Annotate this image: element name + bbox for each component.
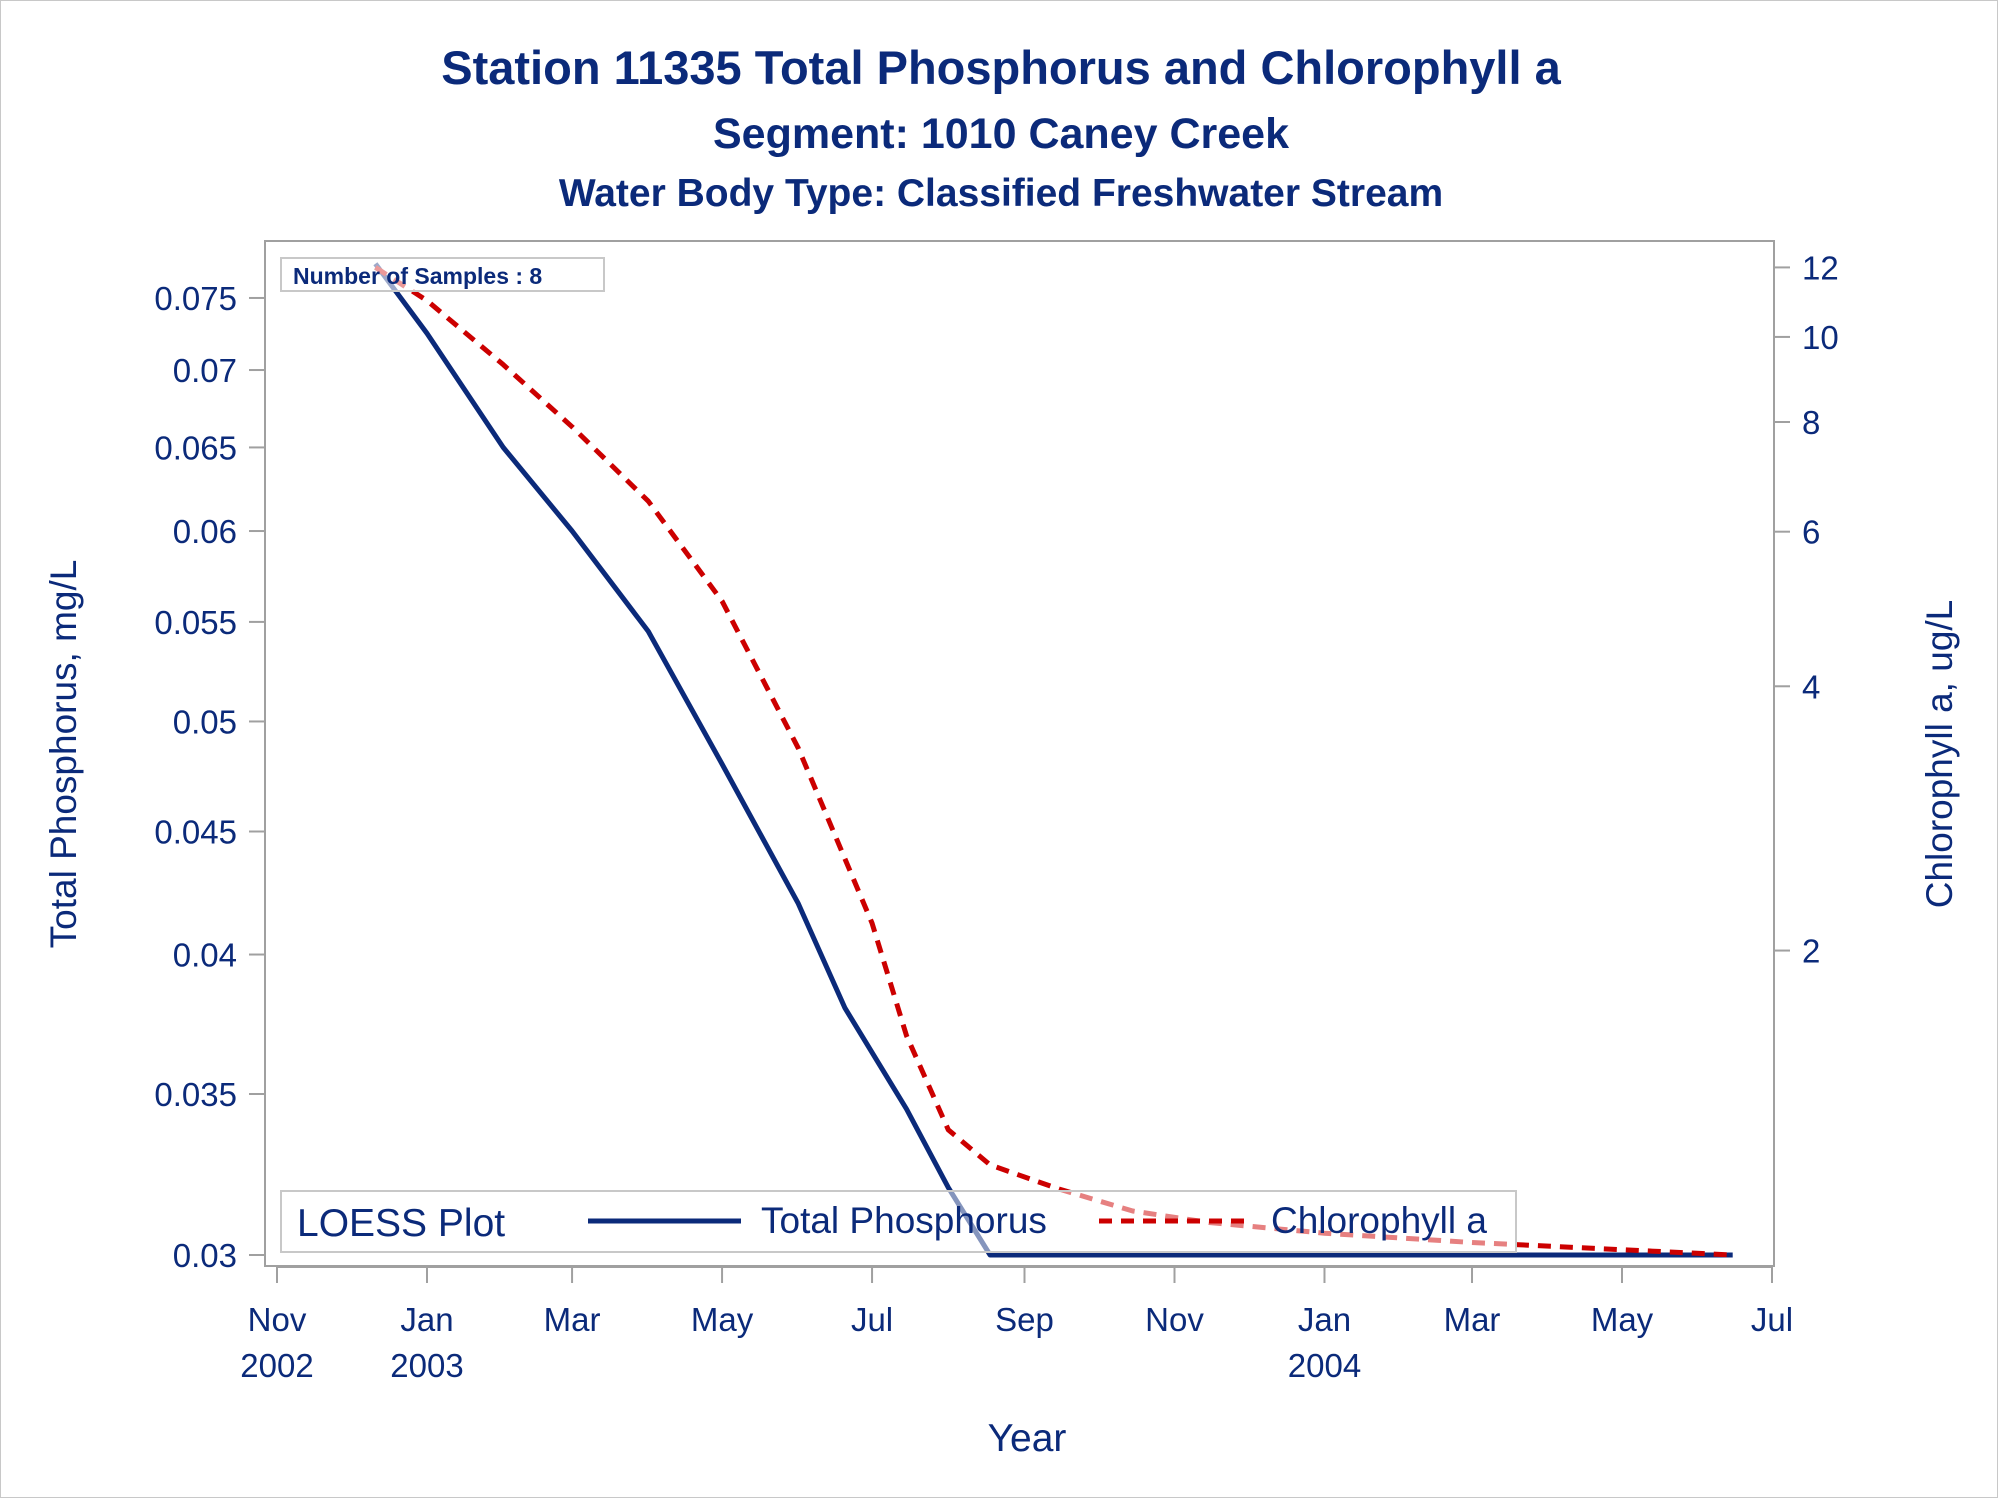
x-tick-label: Mar xyxy=(544,1301,601,1338)
x-axis-label: Year xyxy=(988,1417,1067,1460)
x-tick-label: Jan xyxy=(1298,1301,1351,1338)
y-axis-label-right: Chlorophyll a, ug/L xyxy=(1919,600,1960,909)
x-tick-label: Jan xyxy=(400,1301,453,1338)
series-line-chlorophyll-a xyxy=(374,265,1733,1258)
series-layer xyxy=(373,262,1733,1258)
y-tick-label-left: 0.065 xyxy=(154,429,237,466)
x-tick-label: Nov xyxy=(1145,1301,1204,1338)
y-tick-label-right: 10 xyxy=(1802,319,1839,356)
x-tick-label: 2002 xyxy=(240,1347,313,1384)
y-tick-label-left: 0.06 xyxy=(173,513,237,550)
sample-count-box xyxy=(280,257,605,292)
legend-box xyxy=(280,1190,1517,1253)
y-tick-label-right: 6 xyxy=(1802,514,1820,551)
y-tick-label-right: 12 xyxy=(1802,249,1839,286)
legend-title: LOESS Plot xyxy=(297,1202,505,1245)
x-tick-label: May xyxy=(1591,1301,1654,1338)
x-axis: Nov 2002 Jan 2003 Mar May Jul Sep Nov Jan 2004 Mar M… xyxy=(240,1266,1793,1384)
x-tick-label: Jul xyxy=(851,1301,893,1338)
chart-title: Station 11335 Total Phosphorus and Chlor… xyxy=(441,41,1561,94)
x-tick-label: 2004 xyxy=(1288,1347,1361,1384)
y-tick-label-left: 0.03 xyxy=(173,1237,237,1274)
y-tick-label-left: 0.035 xyxy=(154,1076,237,1113)
x-tick-label: May xyxy=(691,1301,754,1338)
y-tick-label-left: 0.04 xyxy=(173,937,237,974)
legend-label-chlorophyll-a: Chlorophyll a xyxy=(1271,1200,1487,1241)
x-tick-label: Mar xyxy=(1444,1301,1501,1338)
y-tick-label-right: 8 xyxy=(1802,404,1820,441)
legend-label-total-phosphorus: Total Phosphorus xyxy=(761,1200,1047,1241)
y-tick-label-right: 4 xyxy=(1802,668,1820,705)
y-tick-label-left: 0.07 xyxy=(173,352,237,389)
legend: LOESS Plot Total Phosphorus Chlorophyll … xyxy=(280,1190,1517,1253)
sample-count-inset: Number of Samples : 8 xyxy=(280,257,605,292)
x-tick-label: Jul xyxy=(1751,1301,1793,1338)
series-line-total-phosphorus xyxy=(373,262,1733,1258)
y-tick-label-left: 0.055 xyxy=(154,604,237,641)
y-tick-label-left: 0.075 xyxy=(154,280,237,317)
x-tick-label: Sep xyxy=(995,1301,1054,1338)
right-axis: 2 4 6 8 10 12 xyxy=(1774,249,1839,970)
x-tick-label: 2003 xyxy=(390,1347,463,1384)
plot-area xyxy=(264,240,1775,1267)
left-axis: 0.03 0.035 0.04 0.045 0.05 0.055 0.06 0.065 0.07… xyxy=(154,280,265,1274)
chart-subtitle-segment: Segment: 1010 Caney Creek xyxy=(713,110,1289,158)
x-tick-label: Nov xyxy=(248,1301,307,1338)
y-tick-label-left: 0.05 xyxy=(173,703,237,740)
chart-subtitle-water-body: Water Body Type: Classified Freshwater S… xyxy=(559,172,1443,215)
titles: Station 11335 Total Phosphorus and Chlor… xyxy=(441,41,1561,215)
sample-count-label: Number of Samples : 8 xyxy=(293,263,542,289)
y-tick-label-right: 2 xyxy=(1802,933,1820,970)
y-axis-label-left: Total Phosphorus, mg/L xyxy=(43,560,84,949)
y-tick-label-left: 0.045 xyxy=(154,814,237,851)
